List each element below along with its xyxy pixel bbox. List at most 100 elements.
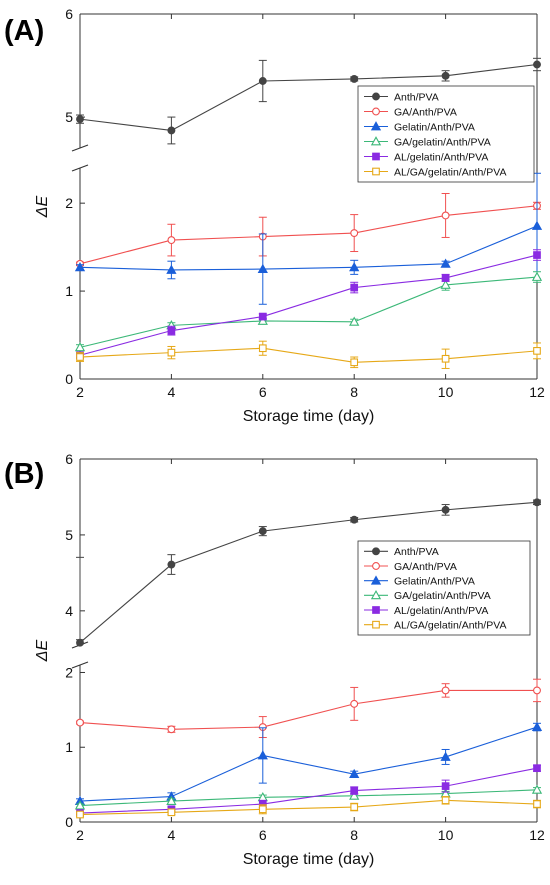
series-line xyxy=(79,689,537,730)
legend-label: Gelatin/Anth/PVA xyxy=(394,121,475,133)
data-point xyxy=(533,347,541,355)
x-tick-label: 10 xyxy=(438,384,454,400)
x-tick-label: 10 xyxy=(438,827,454,843)
series-2 xyxy=(74,172,543,305)
x-tick-label: 8 xyxy=(350,384,358,400)
data-point xyxy=(258,312,267,321)
data-point xyxy=(441,354,450,363)
data-point xyxy=(74,262,86,272)
y-tick-label: 6 xyxy=(65,451,73,467)
data-point xyxy=(76,810,84,819)
data-point xyxy=(441,211,450,220)
data-point xyxy=(440,258,451,268)
data-point xyxy=(350,229,359,238)
legend-marker xyxy=(370,575,382,585)
data-point xyxy=(166,264,177,274)
data-point xyxy=(350,283,359,292)
series-line xyxy=(79,726,538,802)
y-tick-label: 5 xyxy=(65,527,73,543)
legend-marker xyxy=(372,152,380,161)
legend: Anth/PVA GA/Anth/PVA Gelatin/Anth/PVA GA/ge… xyxy=(357,85,535,183)
data-point xyxy=(167,236,176,245)
y-axis-title: ΔE xyxy=(34,639,51,662)
series-2 xyxy=(74,721,543,805)
data-point xyxy=(349,790,360,800)
data-point xyxy=(350,358,359,367)
data-point xyxy=(76,718,84,727)
data-point xyxy=(533,251,541,259)
data-point xyxy=(531,721,543,731)
legend-label: Anth/PVA xyxy=(394,91,439,103)
data-point xyxy=(441,796,450,805)
data-point xyxy=(441,274,450,282)
data-point xyxy=(350,515,359,524)
data-point xyxy=(167,725,176,734)
data-point xyxy=(74,800,86,810)
legend-marker xyxy=(372,107,380,116)
legend-marker xyxy=(372,547,380,556)
y-tick-label: 2 xyxy=(65,664,73,680)
x-tick-label: 12 xyxy=(529,384,545,400)
series-1 xyxy=(76,678,541,739)
data-point xyxy=(441,505,450,514)
data-point xyxy=(258,77,267,85)
axis-break-mark xyxy=(71,661,89,669)
x-tick-label: 2 xyxy=(76,827,84,843)
series-5 xyxy=(76,340,541,369)
axis-break-mark xyxy=(71,164,89,172)
data-point xyxy=(257,263,268,274)
series-5 xyxy=(76,796,541,819)
x-tick-label: 6 xyxy=(259,384,267,400)
data-point xyxy=(167,808,176,817)
data-point xyxy=(533,764,541,773)
x-tick-label: 12 xyxy=(529,827,545,843)
legend-label: AL/GA/gelatin/Anth/PVA xyxy=(394,619,506,631)
legend-marker xyxy=(372,620,380,629)
legend-label: GA/Anth/PVA xyxy=(394,561,457,573)
legend-marker xyxy=(372,167,380,176)
legend-label: GA/gelatin/Anth/PVA xyxy=(394,590,491,602)
data-point xyxy=(258,344,267,353)
legend-marker xyxy=(370,121,382,131)
y-tick-label: 1 xyxy=(65,283,73,299)
series-line xyxy=(79,205,538,265)
data-point xyxy=(533,800,541,808)
data-point xyxy=(350,74,359,83)
legend-marker xyxy=(372,92,380,101)
data-point xyxy=(533,686,541,695)
data-point xyxy=(440,279,451,289)
series-0 xyxy=(76,498,541,647)
series-line xyxy=(79,799,538,816)
series-line xyxy=(79,63,538,132)
series-0 xyxy=(76,57,541,145)
data-point xyxy=(531,784,543,794)
panel-label-a: (A) xyxy=(4,15,44,47)
legend-marker xyxy=(372,606,380,614)
data-point xyxy=(441,71,450,80)
y-tick-label: 0 xyxy=(65,371,73,387)
y-tick-label: 5 xyxy=(65,109,73,125)
legend-label: Gelatin/Anth/PVA xyxy=(394,575,475,587)
data-point xyxy=(74,342,86,352)
x-tick-label: 8 xyxy=(350,827,358,843)
legend-label: AL/gelatin/Anth/PVA xyxy=(394,605,488,617)
legend: Anth/PVA GA/Anth/PVA Gelatin/Anth/PVA GA/ge… xyxy=(357,540,531,636)
legend-marker xyxy=(370,136,382,146)
y-tick-label: 4 xyxy=(65,603,73,619)
data-point xyxy=(258,527,267,536)
series-line xyxy=(79,347,538,363)
data-point xyxy=(441,686,450,695)
legend-box xyxy=(357,85,535,183)
x-tick-label: 4 xyxy=(168,827,176,843)
data-point xyxy=(258,805,267,814)
axis-break-mark xyxy=(71,144,89,152)
y-axis-title: ΔE xyxy=(34,195,51,218)
panel-label-b: (B) xyxy=(4,458,44,490)
data-point xyxy=(349,262,360,272)
legend-label: GA/gelatin/Anth/PVA xyxy=(394,136,491,148)
series-line xyxy=(79,225,538,271)
legend-box xyxy=(357,540,531,636)
y-tick-label: 1 xyxy=(65,739,73,755)
